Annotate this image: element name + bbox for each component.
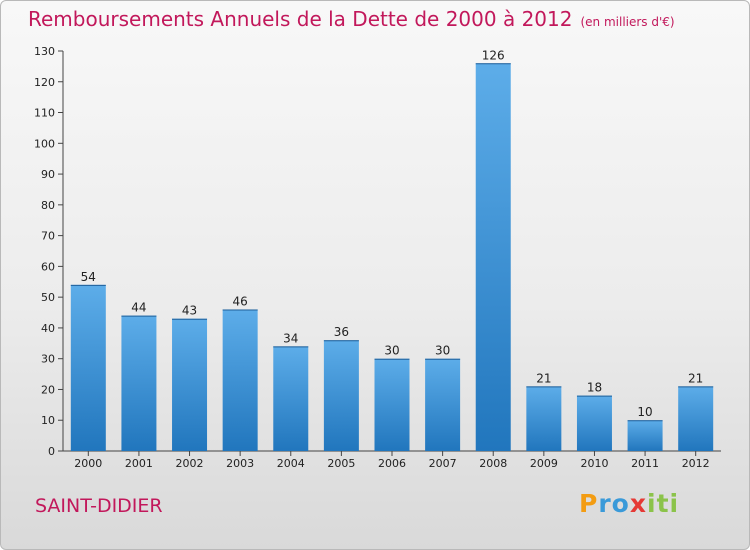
y-tick-label: 10 [41, 414, 55, 427]
axes: 0 10 20 30 40 50 60 70 80 90 100 110 120 130 2000 2001 2… [34, 45, 721, 470]
x-tick-label: 2005 [327, 457, 355, 470]
x-tick-label: 2003 [226, 457, 254, 470]
bar [425, 358, 461, 451]
x-tick-label: 2000 [74, 457, 102, 470]
bar [475, 63, 511, 452]
bar-value-label: 18 [587, 381, 602, 395]
proxiti-logo: Proxiti [579, 489, 679, 518]
x-tick-label: 2006 [378, 457, 406, 470]
bar [323, 340, 359, 451]
y-tick-label: 30 [41, 353, 55, 366]
bar [70, 284, 106, 451]
chart-title: Remboursements Annuels de la Dette de 20… [28, 7, 675, 31]
x-tick-label: 2010 [580, 457, 608, 470]
bar [222, 309, 258, 451]
title-text: Remboursements Annuels de la Dette de 20… [28, 7, 573, 31]
bar [121, 315, 157, 451]
logo-letter: x [629, 489, 647, 518]
y-tick-label: 40 [41, 322, 55, 335]
bar [678, 386, 714, 451]
x-tick-label: 2002 [176, 457, 204, 470]
logo-letter: t [656, 489, 670, 518]
x-tick-label: 2001 [125, 457, 153, 470]
y-tick-label: 100 [34, 137, 55, 150]
bar-value-label: 21 [536, 371, 551, 385]
bar-value-label: 46 [233, 294, 248, 308]
bar-value-label: 30 [435, 344, 450, 358]
x-tick-label: 2012 [682, 457, 710, 470]
bar [526, 386, 562, 451]
bar-value-label: 54 [81, 270, 96, 284]
logo-letter: P [579, 489, 599, 518]
x-tick-label: 2007 [429, 457, 457, 470]
bars: 54 44 43 46 34 36 30 30 126 21 18 10 21 [70, 48, 714, 452]
title-unit: (en milliers d'€) [580, 15, 675, 29]
bar-value-label: 34 [283, 331, 298, 345]
y-tick-label: 90 [41, 168, 55, 181]
y-tick-label: 50 [41, 291, 55, 304]
y-tick-label: 20 [41, 383, 55, 396]
x-tick-label: 2009 [530, 457, 558, 470]
bar-value-label: 36 [334, 325, 349, 339]
bar [627, 420, 663, 451]
bar-value-label: 43 [182, 304, 197, 318]
x-tick-label: 2011 [631, 457, 659, 470]
logo-letter: i [669, 489, 680, 518]
y-tick-label: 130 [34, 45, 55, 58]
bar [576, 395, 612, 451]
logo-letter: i [647, 489, 657, 518]
y-tick-label: 60 [41, 260, 55, 273]
bar [172, 318, 208, 451]
bar-value-label: 44 [131, 301, 146, 315]
bar [374, 358, 410, 451]
y-tick-label: 120 [34, 76, 55, 89]
y-tick-label: 80 [41, 199, 55, 212]
commune-name: SAINT-DIDIER [35, 495, 163, 517]
bar-value-label: 126 [482, 48, 505, 62]
y-tick-label: 110 [34, 107, 55, 120]
logo-letter: r [598, 489, 612, 518]
logo-letter: o [611, 489, 630, 518]
bar-value-label: 30 [384, 344, 399, 358]
bar-value-label: 21 [688, 371, 703, 385]
bar [273, 346, 309, 451]
x-tick-label: 2004 [277, 457, 305, 470]
x-tick-label: 2008 [479, 457, 507, 470]
y-tick-label: 70 [41, 230, 55, 243]
y-tick-label: 0 [48, 445, 55, 458]
bar-value-label: 10 [637, 405, 652, 419]
